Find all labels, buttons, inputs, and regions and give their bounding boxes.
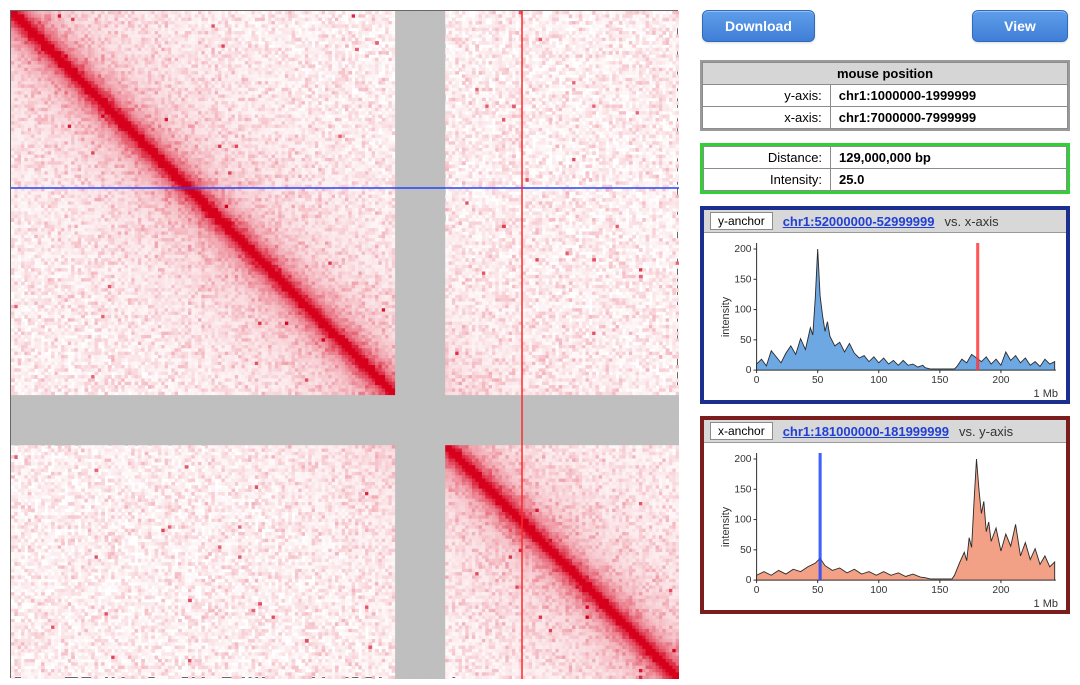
y-anchor-ylabel: intensity [720, 296, 732, 336]
y-anchor-xunit: 1 Mb [1034, 388, 1058, 400]
mouse-position-table: mouse position y-axis: chr1:1000000-1999… [702, 62, 1068, 129]
distance-label: Distance: [704, 147, 831, 169]
mouse-position-title: mouse position [703, 63, 1068, 85]
x-anchor-link[interactable]: chr1:181000000-181999999 [783, 424, 949, 439]
distance-value: 129,000,000 bp [831, 147, 1067, 169]
y-anchor-header: y-anchor chr1:52000000-52999999 vs. x-ax… [704, 210, 1066, 233]
right-column: Download View mouse position y-axis: chr… [700, 10, 1070, 675]
interaction-heatmap[interactable] [10, 10, 678, 678]
table-row: x-axis: chr1:7000000-7999999 [703, 107, 1068, 129]
mouse-xaxis-value: chr1:7000000-7999999 [830, 107, 1067, 129]
y-anchor-panel: y-anchor chr1:52000000-52999999 vs. x-ax… [700, 206, 1070, 404]
x-anchor-chart: intensity 050100150200050100150200 1 Mb [704, 443, 1066, 610]
download-button[interactable]: Download [702, 10, 815, 42]
x-anchor-tag: x-anchor [710, 422, 773, 440]
mouse-position-box: mouse position y-axis: chr1:1000000-1999… [700, 60, 1070, 131]
x-anchor-panel: x-anchor chr1:181000000-181999999 vs. y-… [700, 416, 1070, 614]
x-anchor-ylabel: intensity [720, 506, 732, 546]
y-anchor-tag: y-anchor [710, 212, 773, 230]
intensity-label: Intensity: [704, 169, 831, 191]
button-row: Download View [700, 10, 1070, 48]
x-anchor-suffix: vs. y-axis [959, 424, 1013, 439]
x-anchor-header: x-anchor chr1:181000000-181999999 vs. y-… [704, 420, 1066, 443]
x-anchor-xunit: 1 Mb [1034, 598, 1058, 610]
distance-box: Distance: 129,000,000 bp Intensity: 25.0 [700, 143, 1070, 194]
mouse-yaxis-value: chr1:1000000-1999999 [830, 85, 1067, 107]
table-row: Intensity: 25.0 [704, 169, 1067, 191]
table-row: y-axis: chr1:1000000-1999999 [703, 85, 1068, 107]
view-button[interactable]: View [972, 10, 1068, 42]
y-anchor-chart: intensity 050100150200050100150200 1 Mb [704, 233, 1066, 400]
mouse-xaxis-label: x-axis: [703, 107, 831, 129]
y-anchor-link[interactable]: chr1:52000000-52999999 [783, 214, 935, 229]
distance-table: Distance: 129,000,000 bp Intensity: 25.0 [703, 146, 1067, 191]
table-row: Distance: 129,000,000 bp [704, 147, 1067, 169]
mouse-yaxis-label: y-axis: [703, 85, 831, 107]
intensity-value: 25.0 [831, 169, 1067, 191]
y-anchor-suffix: vs. x-axis [945, 214, 999, 229]
